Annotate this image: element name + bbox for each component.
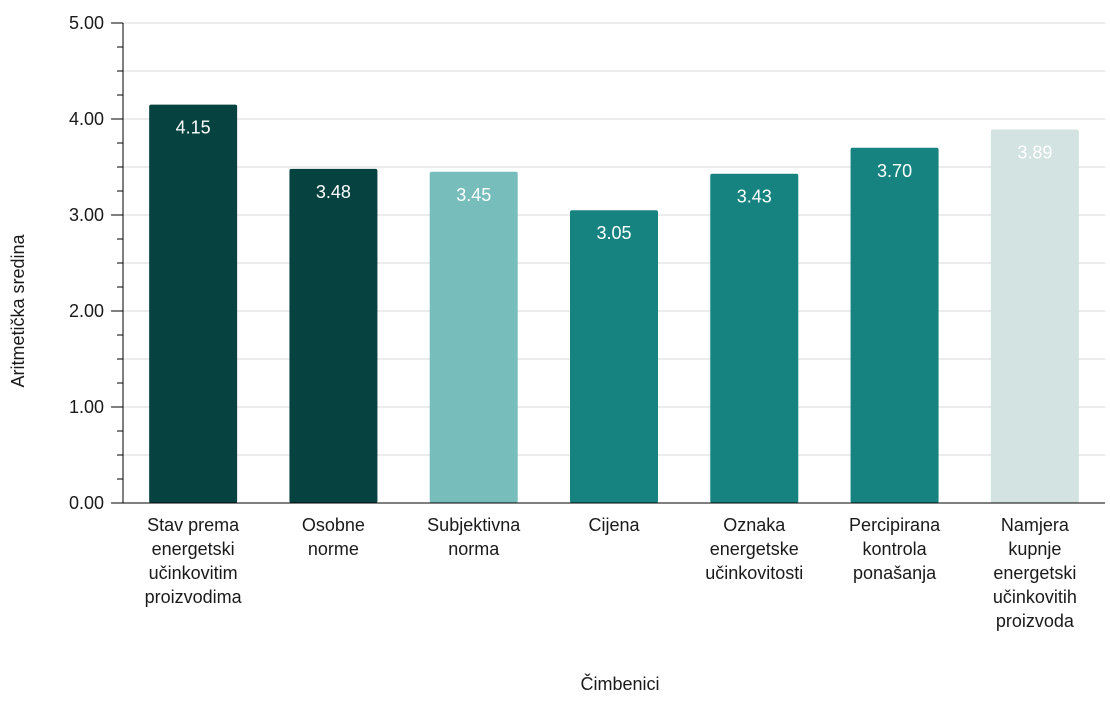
y-tick-label: 4.00 bbox=[69, 109, 104, 129]
y-tick-label: 0.00 bbox=[69, 493, 104, 513]
bar bbox=[990, 129, 1079, 503]
x-tick-label: Osobne norme bbox=[302, 515, 365, 559]
x-tick-label: Stav prema energetski učinkovitim proizvodi… bbox=[145, 515, 243, 607]
bars: 4.15 3.48 3.45 3.05 3.43 3.70 3.89 bbox=[149, 104, 1079, 504]
x-tick-labels: Stav prema energetski učinkovitim proizvodi… bbox=[145, 515, 1077, 631]
bar bbox=[850, 147, 939, 504]
bar bbox=[429, 171, 518, 504]
x-tick-label: Oznaka energetske učinkovitosti bbox=[705, 515, 803, 583]
y-tick-label: 3.00 bbox=[69, 205, 104, 225]
data-label: 3.05 bbox=[596, 223, 631, 243]
bar bbox=[289, 168, 378, 504]
bar bbox=[149, 104, 238, 503]
x-tick-label: Subjektivna norma bbox=[427, 515, 521, 559]
y-tick-label: 2.00 bbox=[69, 301, 104, 321]
data-label: 3.48 bbox=[316, 182, 351, 202]
y-axis-title: Aritmetička sredina bbox=[8, 233, 28, 387]
x-tick-label: Namjera kupnje energetski učinkovitih proizv… bbox=[993, 515, 1077, 631]
data-label: 3.89 bbox=[1017, 143, 1052, 163]
y-axis: 0.00 1.00 2.00 3.00 4.00 5.00 bbox=[69, 13, 1105, 513]
y-tick-label: 1.00 bbox=[69, 397, 104, 417]
x-tick-label: Cijena bbox=[588, 515, 640, 535]
x-tick-label: Percipirana kontrola ponašanja bbox=[849, 515, 941, 583]
bar bbox=[710, 173, 799, 503]
bar bbox=[570, 210, 658, 503]
data-label: 4.15 bbox=[176, 118, 211, 138]
data-label: 3.43 bbox=[737, 187, 772, 207]
data-label: 3.45 bbox=[456, 185, 491, 205]
x-axis-title: Čimbenici bbox=[580, 673, 659, 694]
data-label: 3.70 bbox=[877, 161, 912, 181]
y-tick-label: 5.00 bbox=[69, 13, 104, 33]
